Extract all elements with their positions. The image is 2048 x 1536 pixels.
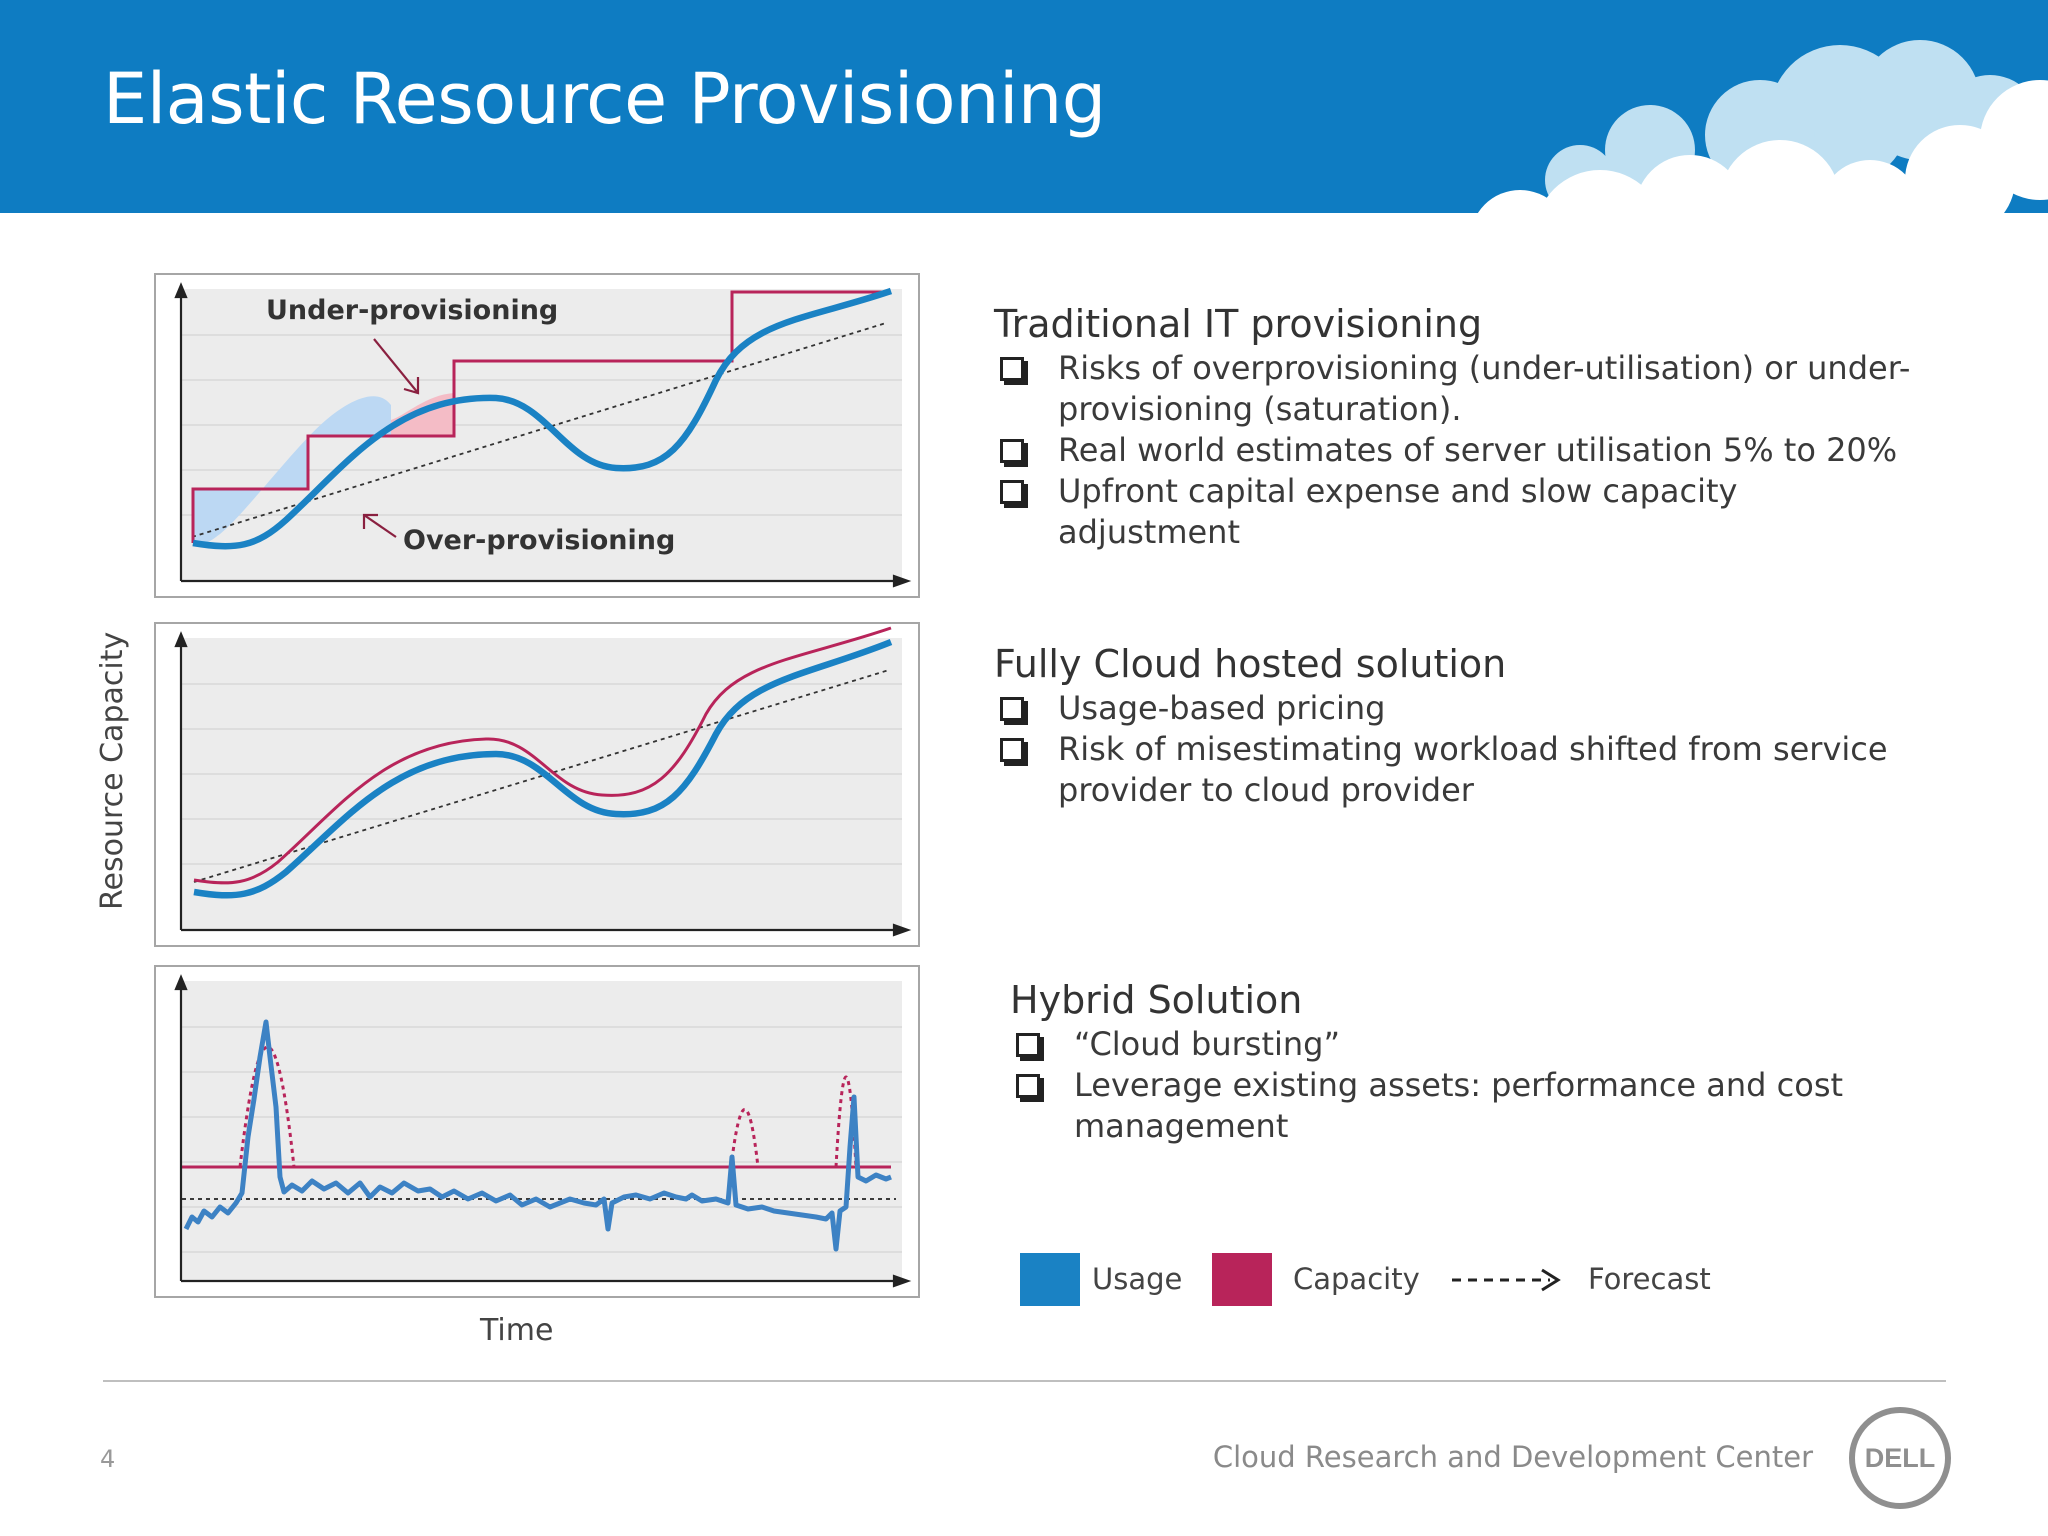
- checkbox-bullet-icon: [1016, 1033, 1040, 1057]
- footer-organization: Cloud Research and Development Center: [1212, 1440, 1813, 1474]
- title-banner: Elastic Resource Provisioning: [0, 0, 2048, 213]
- hybrid-provisioning-diagram: [154, 965, 920, 1298]
- over-provisioning-label: Over-provisioning: [403, 525, 675, 556]
- checkbox-bullet-icon: [1016, 1074, 1040, 1098]
- bullet-item: Upfront capital expense and slow capacit…: [994, 471, 1924, 553]
- clouds-decoration: [1477, 40, 2048, 213]
- under-provisioning-label: Under-provisioning: [266, 295, 558, 326]
- forecast-dashed-arrow-icon: [1452, 1268, 1561, 1292]
- bullet-item: Risk of misestimating workload shifted f…: [994, 729, 1894, 811]
- bullet-item: Real world estimates of server utilisati…: [994, 430, 1924, 471]
- section-heading: Fully Cloud hosted solution: [994, 642, 1507, 686]
- legend-capacity-label: Capacity: [1293, 1262, 1420, 1296]
- checkbox-bullet-icon: [1000, 480, 1024, 504]
- y-axis-label: Resource Capacity: [95, 631, 130, 910]
- section-heading: Traditional IT provisioning: [994, 302, 1483, 346]
- legend-forecast-label: Forecast: [1588, 1262, 1711, 1296]
- bullet-item: Leverage existing assets: performance an…: [1010, 1065, 1850, 1147]
- traditional-section: Traditional IT provisioning Risks of ove…: [994, 302, 1924, 553]
- svg-text:DELL: DELL: [1865, 1443, 1936, 1473]
- traditional-provisioning-diagram: Under-provisioning Over-provisioning: [154, 273, 920, 598]
- slide-title: Elastic Resource Provisioning: [103, 58, 1106, 140]
- x-axis-label: Time: [480, 1313, 554, 1348]
- checkbox-bullet-icon: [1000, 439, 1024, 463]
- bullet-item: Usage-based pricing: [994, 688, 1894, 729]
- cloud-section: Fully Cloud hosted solution Usage-based …: [994, 642, 1894, 811]
- usage-swatch: [1020, 1253, 1080, 1306]
- checkbox-bullet-icon: [1000, 738, 1024, 762]
- page-number: 4: [100, 1445, 116, 1473]
- footer-divider: [103, 1380, 1946, 1382]
- checkbox-bullet-icon: [1000, 357, 1024, 381]
- hybrid-section: Hybrid Solution “Cloud bursting” Leverag…: [1010, 978, 1850, 1147]
- legend-usage-label: Usage: [1092, 1262, 1183, 1296]
- cloud-provisioning-diagram: [154, 622, 920, 947]
- bullet-item: Risks of overprovisioning (under-utilisa…: [994, 348, 1924, 430]
- capacity-swatch: [1212, 1253, 1272, 1306]
- bullet-item: “Cloud bursting”: [1010, 1024, 1850, 1065]
- dell-logo: DELL: [1849, 1407, 1951, 1509]
- section-heading: Hybrid Solution: [1010, 978, 1303, 1022]
- checkbox-bullet-icon: [1000, 697, 1024, 721]
